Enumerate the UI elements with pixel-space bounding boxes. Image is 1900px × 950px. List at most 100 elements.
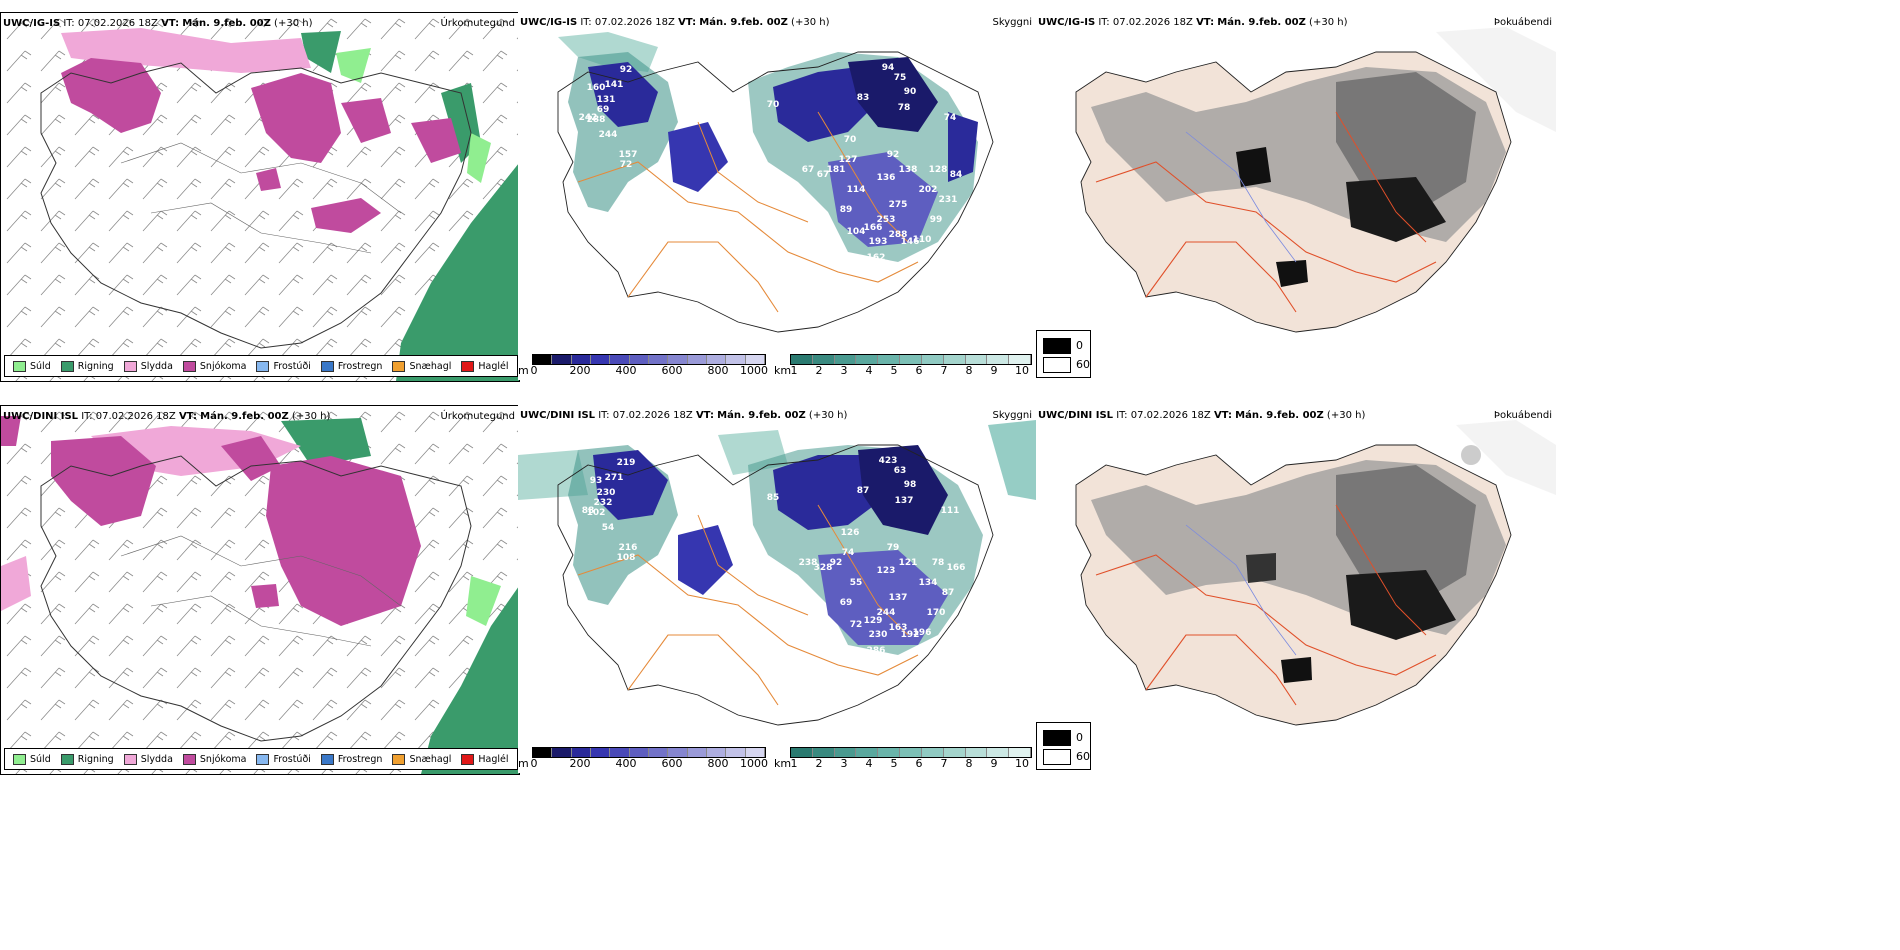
colorbar-segment <box>987 748 1010 757</box>
colorbar-unit: km <box>774 757 792 770</box>
it-value: 07.02.2026 18Z <box>612 410 693 421</box>
legend-item: Súld <box>13 753 51 765</box>
colorbar-segment <box>571 748 591 757</box>
cloud-ceiling-panel-bottom: 423 63 98 87 137 126 78 79 123 134 137 244 129 230 286… <box>518 405 1036 773</box>
legend-item: Snjókoma <box>182 753 247 765</box>
colorbar-segment <box>668 355 688 364</box>
cloud-base-label: 74 <box>842 548 855 558</box>
cloud-base-label: 102 <box>587 508 606 518</box>
fog-legend-high: 60 <box>1076 750 1090 763</box>
panel-title: Úrkomutegund <box>440 18 515 29</box>
colorbar-segment <box>856 355 879 364</box>
colorbar-segment <box>965 355 988 364</box>
colorbar-segment <box>812 748 835 757</box>
colorbar-tick: 6 <box>915 364 923 377</box>
cloud-base-label: 87 <box>857 486 870 496</box>
colorbar-tick: 3 <box>840 757 848 770</box>
cloud-base-label: 127 <box>839 155 858 165</box>
cloud-base-label: 108 <box>617 553 636 563</box>
colorbar-segment <box>745 355 765 364</box>
colorbar-tick: 2 <box>815 757 823 770</box>
cloud-base-label: 69 <box>597 105 610 115</box>
fog-legend-top: 0 60 <box>1036 330 1091 378</box>
panel-header: UWC/DINI ISL IT: 07.02.2026 18Z VT: Mán.… <box>520 410 847 421</box>
colorbar-segment <box>610 748 630 757</box>
it-value: 07.02.2026 18Z <box>1130 410 1211 421</box>
vt-value: Mán. 9.feb. 00Z <box>699 17 788 28</box>
cloud-base-label: 70 <box>844 135 857 145</box>
cloud-base-label: 136 <box>877 173 896 183</box>
colorbar-segment <box>834 355 857 364</box>
cloud-base-label: 137 <box>889 593 908 603</box>
legend-label: Rigning <box>77 753 114 765</box>
legend-swatch <box>392 360 406 372</box>
legend-item: Snæhagl <box>392 753 451 765</box>
cloud-base-label: 181 <box>827 165 846 175</box>
cloud-base-label: 90 <box>904 87 917 97</box>
legend-swatch <box>13 753 26 765</box>
cloud-base-label: 88 <box>582 506 595 516</box>
colorbar-tick: 1 <box>790 757 798 770</box>
cloud-base-label: 138 <box>899 165 918 175</box>
colorbar-segment <box>791 355 813 364</box>
cloud-base-label: 67 <box>817 170 830 180</box>
cloud-base-label: 98 <box>904 480 917 490</box>
cloud-base-label: 202 <box>919 185 938 195</box>
colorbar-segment <box>533 748 553 757</box>
cloud-base-label: 70 <box>767 100 780 110</box>
cloud-base-label: 288 <box>587 115 606 125</box>
it-value: 07.02.2026 18Z <box>95 411 176 422</box>
ceiling-colorbar-ramp <box>532 354 766 365</box>
colorbar-segment <box>610 355 630 364</box>
legend-swatch <box>123 753 137 765</box>
cloud-base-label: 72 <box>850 620 863 630</box>
it-value: 07.02.2026 18Z <box>77 18 158 29</box>
colorbar-tick: 4 <box>865 364 873 377</box>
cloud-base-label: 54 <box>602 523 615 533</box>
colorbar-segment <box>900 748 922 757</box>
cloud-base-label: 67 <box>802 165 815 175</box>
colorbar-unit: km <box>774 364 792 377</box>
cloud-base-label: 157 <box>619 150 638 160</box>
legend-label: Snjókoma <box>199 753 247 765</box>
vt-value: Mán. 9.feb. 00Z <box>200 411 289 422</box>
fog-legend-swatch-light <box>1043 749 1071 765</box>
cloud-base-label: 85 <box>767 493 780 503</box>
colorbar-tick: 10 <box>1015 364 1029 377</box>
legend-item: Slydda <box>123 360 173 372</box>
colorbar-tick: 6 <box>915 757 923 770</box>
legend-label: Frostúði <box>273 753 311 765</box>
colorbar-segment <box>921 748 944 757</box>
legend-label: Frostregn <box>337 360 383 372</box>
cloud-base-label: 238 <box>799 558 818 568</box>
cloud-ceiling-map-bottom <box>518 420 1036 726</box>
fog-legend-swatch-dark <box>1043 730 1071 746</box>
legend-item: Snjókoma <box>182 360 246 372</box>
cloud-base-label: 232 <box>594 498 613 508</box>
model-name: UWC/DINI ISL <box>3 411 79 422</box>
cloud-base-label: 126 <box>841 528 860 538</box>
legend-item: Súld <box>13 360 51 372</box>
cloud-base-label: 58 <box>650 195 663 205</box>
legend-item: Snæhagl <box>392 360 451 372</box>
colorbar-segment <box>834 748 857 757</box>
colorbar-segment <box>987 355 1010 364</box>
cloud-base-label: 231 <box>939 195 958 205</box>
cloud-base-label: 244 <box>877 608 896 618</box>
cloud-ceiling-map-top <box>557 32 994 333</box>
legend-swatch <box>392 753 406 765</box>
precip-type-panel-bottom: UWC/DINI ISL IT: 07.02.2026 18Z VT: Mán.… <box>0 405 520 775</box>
precip-legend: Súld Rigning Slydda Snjókoma Frostúði Fr… <box>4 748 518 770</box>
colorbar-segment <box>648 748 669 757</box>
panel-title: Þokuábendi <box>1493 410 1552 421</box>
cloud-base-label: 141 <box>605 80 624 90</box>
colorbar-tick: 10 <box>1015 757 1029 770</box>
cloud-base-label: 55 <box>850 578 863 588</box>
cloud-base-label: 94 <box>882 63 895 73</box>
vt-label: VT: <box>161 18 180 29</box>
legend-swatch <box>256 753 270 765</box>
panel-title: Úrkomutegund <box>440 411 515 422</box>
lead-time: (+30 h) <box>1326 410 1366 421</box>
colorbar-tick: 200 <box>569 757 591 770</box>
